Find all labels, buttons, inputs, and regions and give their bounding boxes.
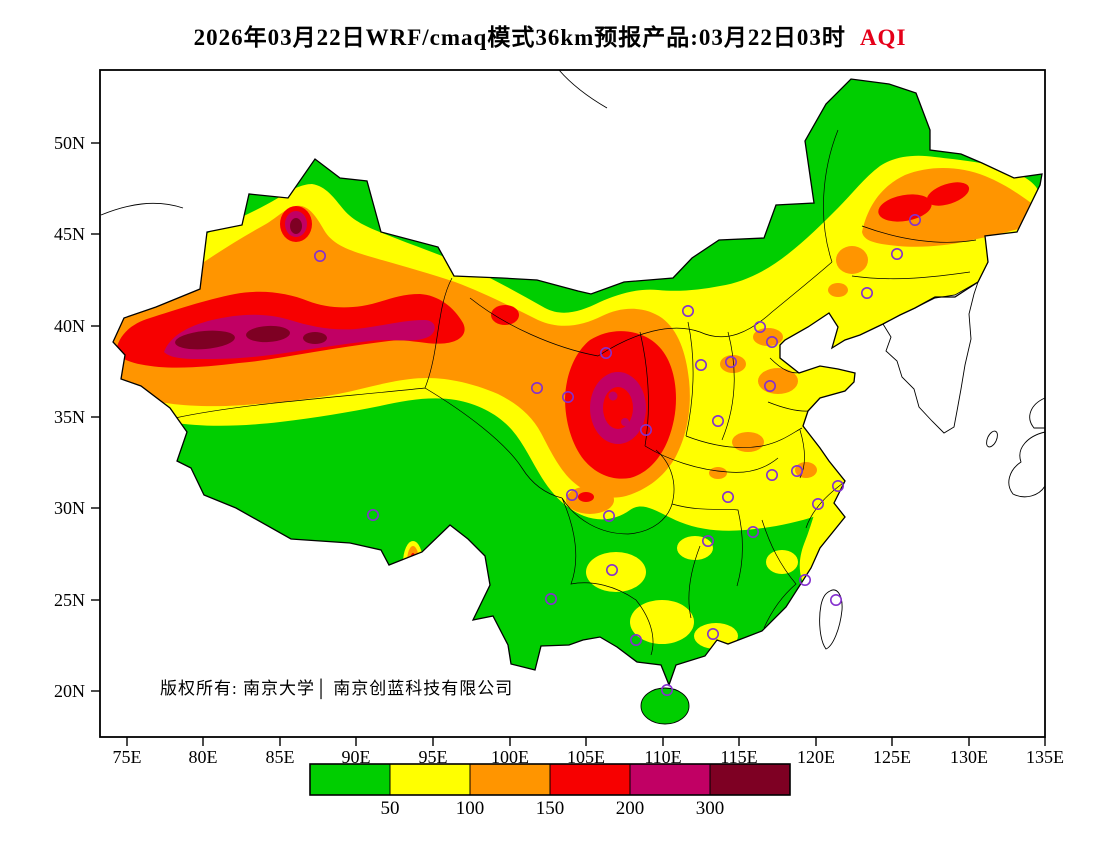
- axes: 50N 45N 40N 35N 30N 25N 20N 75E 80E 85E 90E 95E 100E…: [54, 133, 1064, 767]
- lon-axis-label: 125E: [873, 747, 911, 767]
- station-marker: [811, 497, 824, 510]
- lon-axis-label: 105E: [567, 747, 605, 767]
- station-marker: [765, 468, 778, 481]
- station-markers: [313, 214, 921, 696]
- lon-axis-label: 130E: [950, 747, 988, 767]
- lon-axis-label: 115E: [720, 747, 757, 767]
- lon-axis-label: 110E: [644, 747, 681, 767]
- station-marker: [605, 563, 618, 576]
- station-marker: [798, 573, 811, 586]
- legend-cell: [309, 763, 391, 796]
- plot-frame: [99, 69, 1046, 738]
- station-marker: [366, 508, 379, 521]
- kyushu-coastline: [1008, 431, 1046, 498]
- station-marker: [790, 464, 803, 477]
- station-marker: [313, 250, 326, 263]
- station-marker: [544, 592, 557, 605]
- aqi-contours: [113, 79, 1042, 724]
- legend-label: 200: [616, 798, 645, 819]
- lon-axis-label: 80E: [189, 747, 218, 767]
- station-marker: [890, 248, 903, 261]
- aqi-layer-magenta-dots: [608, 391, 629, 426]
- lon-axis-label: 90E: [342, 747, 371, 767]
- northwest-border-line: [100, 202, 184, 216]
- station-marker: [908, 214, 921, 227]
- station-marker: [753, 320, 766, 333]
- station-marker: [694, 358, 707, 371]
- station-marker: [701, 534, 714, 547]
- lon-axis-label: 120E: [797, 747, 835, 767]
- station-marker: [746, 525, 759, 538]
- station-marker: [829, 593, 842, 606]
- lat-axis-label: 20N: [54, 681, 85, 701]
- lon-axis-label: 85E: [266, 747, 295, 767]
- lat-axis-label: 35N: [54, 407, 85, 427]
- border-lines: [100, 69, 608, 216]
- station-marker: [629, 633, 642, 646]
- legend-cell: [549, 763, 631, 796]
- tsushima-island: [986, 430, 998, 448]
- lat-axis-label: 40N: [54, 316, 85, 336]
- title-aqi-label: AQI: [859, 25, 907, 50]
- station-marker: [639, 423, 652, 436]
- hainan-island: [640, 687, 690, 725]
- north-border-line: [558, 69, 608, 109]
- station-marker: [831, 479, 844, 492]
- station-marker: [860, 286, 873, 299]
- station-marker: [602, 509, 615, 522]
- station-marker: [681, 304, 694, 317]
- legend-cell: [709, 763, 791, 796]
- lon-axis-label: 100E: [491, 747, 529, 767]
- honshu-coastline: [1029, 397, 1046, 429]
- station-marker: [721, 490, 734, 503]
- station-marker: [724, 355, 737, 368]
- copyright-text: 版权所有: 南京大学│ 南京创蓝科技有限公司: [160, 678, 513, 700]
- aqi-legend: 50 100 150 200 300: [309, 763, 791, 819]
- lon-axis-label: 95E: [419, 747, 448, 767]
- station-marker: [565, 488, 578, 501]
- station-marker: [660, 683, 673, 696]
- station-marker: [530, 381, 543, 394]
- lat-axis-label: 45N: [54, 224, 85, 244]
- legend-label: 100: [456, 798, 485, 819]
- legend-label: 50: [381, 798, 400, 819]
- station-marker: [711, 414, 724, 427]
- lat-axis-label: 30N: [54, 498, 85, 518]
- station-marker: [706, 627, 719, 640]
- legend-border: [309, 763, 791, 796]
- legend-label: 300: [696, 798, 725, 819]
- station-marker: [765, 335, 778, 348]
- legend-cell: [389, 763, 471, 796]
- legend-label: 150: [536, 798, 565, 819]
- lon-axis-label: 75E: [113, 747, 142, 767]
- province-boundaries: [174, 129, 977, 656]
- legend-cell: [469, 763, 551, 796]
- lat-axis-label: 50N: [54, 133, 85, 153]
- aqi-layer-orange: [113, 167, 1040, 578]
- aqi-layer-maroon: [175, 218, 327, 350]
- station-marker: [599, 346, 612, 359]
- lon-axis-label: 135E: [1026, 747, 1064, 767]
- lat-axis-label: 25N: [54, 590, 85, 610]
- legend-cell: [629, 763, 711, 796]
- page-title: 2026年03月22日WRF/cmaq模式36km预报产品:03月22日03时 A…: [0, 18, 1100, 52]
- station-marker: [561, 390, 574, 403]
- title-main: 2026年03月22日WRF/cmaq模式36km预报产品:03月22日03时: [193, 25, 846, 50]
- station-marker: [763, 379, 776, 392]
